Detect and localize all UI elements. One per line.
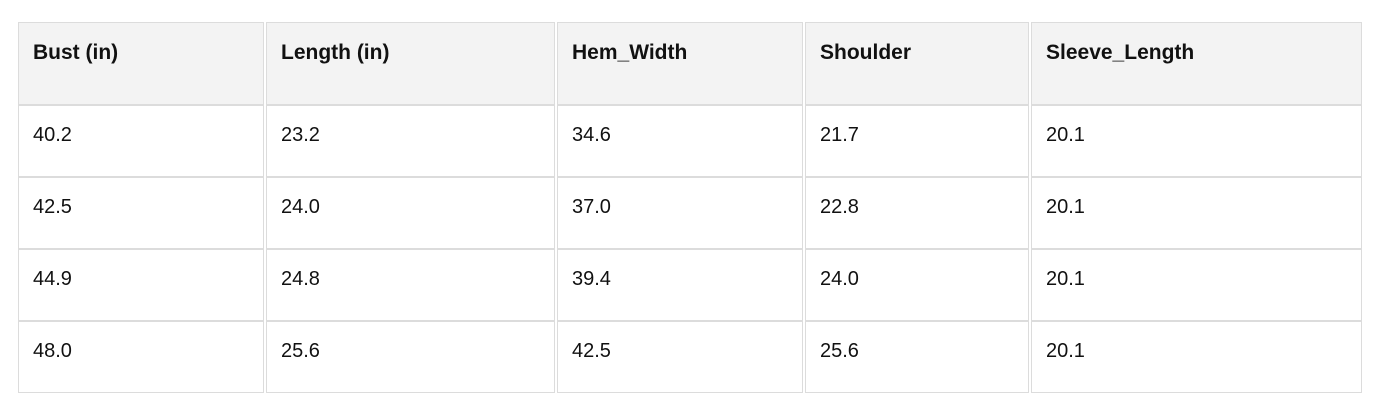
table-cell-bust-row3: 44.9 [18, 249, 264, 321]
table-cell-sleeve-length-row1: 20.1 [1031, 105, 1362, 177]
table-cell-bust-row4: 48.0 [18, 321, 264, 393]
table-cell-shoulder-row4: 25.6 [805, 321, 1029, 393]
table-cell-length-row2: 24.0 [266, 177, 555, 249]
table-cell-hem-width-row3: 39.4 [557, 249, 803, 321]
table-cell-hem-width-row4: 42.5 [557, 321, 803, 393]
table-cell-shoulder-row2: 22.8 [805, 177, 1029, 249]
table-cell-sleeve-length-row4: 20.1 [1031, 321, 1362, 393]
column-header-sleeve-length: Sleeve_Length [1031, 22, 1362, 105]
table-cell-shoulder-row3: 24.0 [805, 249, 1029, 321]
column-header-hem-width: Hem_Width [557, 22, 803, 105]
table-cell-length-row4: 25.6 [266, 321, 555, 393]
column-header-shoulder: Shoulder [805, 22, 1029, 105]
table-cell-sleeve-length-row2: 20.1 [1031, 177, 1362, 249]
table-cell-bust-row1: 40.2 [18, 105, 264, 177]
table-cell-length-row1: 23.2 [266, 105, 555, 177]
column-header-length: Length (in) [266, 22, 555, 105]
table-cell-length-row3: 24.8 [266, 249, 555, 321]
size-chart-table: Bust (in) Length (in) Hem_Width Shoulder Sle… [18, 22, 1362, 393]
table-cell-sleeve-length-row3: 20.1 [1031, 249, 1362, 321]
column-header-bust: Bust (in) [18, 22, 264, 105]
table-cell-hem-width-row1: 34.6 [557, 105, 803, 177]
table-cell-shoulder-row1: 21.7 [805, 105, 1029, 177]
table-cell-hem-width-row2: 37.0 [557, 177, 803, 249]
table-cell-bust-row2: 42.5 [18, 177, 264, 249]
